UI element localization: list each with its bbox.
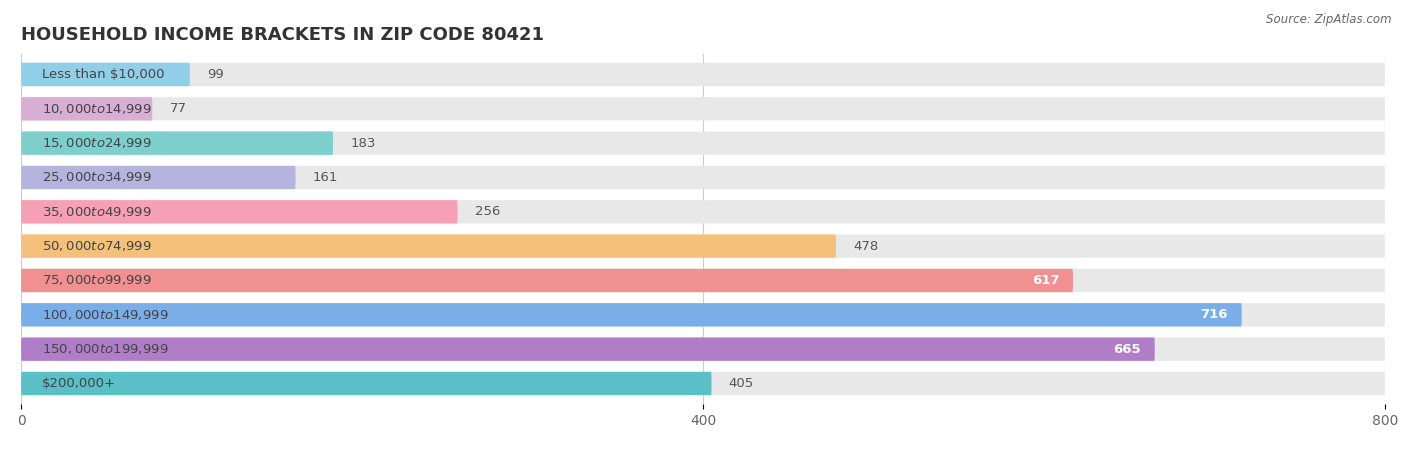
Text: Less than $10,000: Less than $10,000 [42,68,165,81]
FancyBboxPatch shape [21,132,1385,155]
FancyBboxPatch shape [21,97,1385,120]
FancyBboxPatch shape [21,338,1385,361]
Text: $15,000 to $24,999: $15,000 to $24,999 [42,136,152,150]
FancyBboxPatch shape [21,269,1073,292]
FancyBboxPatch shape [21,200,1385,224]
Text: $50,000 to $74,999: $50,000 to $74,999 [42,239,152,253]
Text: $10,000 to $14,999: $10,000 to $14,999 [42,102,152,116]
Text: 478: 478 [853,240,879,253]
FancyBboxPatch shape [21,269,1385,292]
Text: $75,000 to $99,999: $75,000 to $99,999 [42,273,152,287]
Text: 256: 256 [475,205,501,218]
FancyBboxPatch shape [21,132,333,155]
Text: $25,000 to $34,999: $25,000 to $34,999 [42,171,152,185]
FancyBboxPatch shape [21,97,152,120]
Text: $35,000 to $49,999: $35,000 to $49,999 [42,205,152,219]
Text: Source: ZipAtlas.com: Source: ZipAtlas.com [1267,13,1392,26]
FancyBboxPatch shape [21,372,711,395]
Text: 183: 183 [350,136,375,150]
Text: HOUSEHOLD INCOME BRACKETS IN ZIP CODE 80421: HOUSEHOLD INCOME BRACKETS IN ZIP CODE 80… [21,26,544,44]
Text: 99: 99 [207,68,224,81]
FancyBboxPatch shape [21,303,1385,326]
Text: 161: 161 [312,171,337,184]
Text: $100,000 to $149,999: $100,000 to $149,999 [42,308,169,322]
FancyBboxPatch shape [21,338,1154,361]
FancyBboxPatch shape [21,303,1241,326]
FancyBboxPatch shape [21,63,190,86]
FancyBboxPatch shape [21,372,1385,395]
Text: 77: 77 [169,102,187,115]
FancyBboxPatch shape [21,166,295,189]
Text: 617: 617 [1032,274,1059,287]
Text: $200,000+: $200,000+ [42,377,115,390]
FancyBboxPatch shape [21,234,1385,258]
Text: 665: 665 [1114,343,1142,356]
FancyBboxPatch shape [21,200,457,224]
FancyBboxPatch shape [21,63,1385,86]
FancyBboxPatch shape [21,166,1385,189]
FancyBboxPatch shape [21,234,837,258]
Text: $150,000 to $199,999: $150,000 to $199,999 [42,342,169,356]
Text: 716: 716 [1201,308,1227,321]
Text: 405: 405 [728,377,754,390]
